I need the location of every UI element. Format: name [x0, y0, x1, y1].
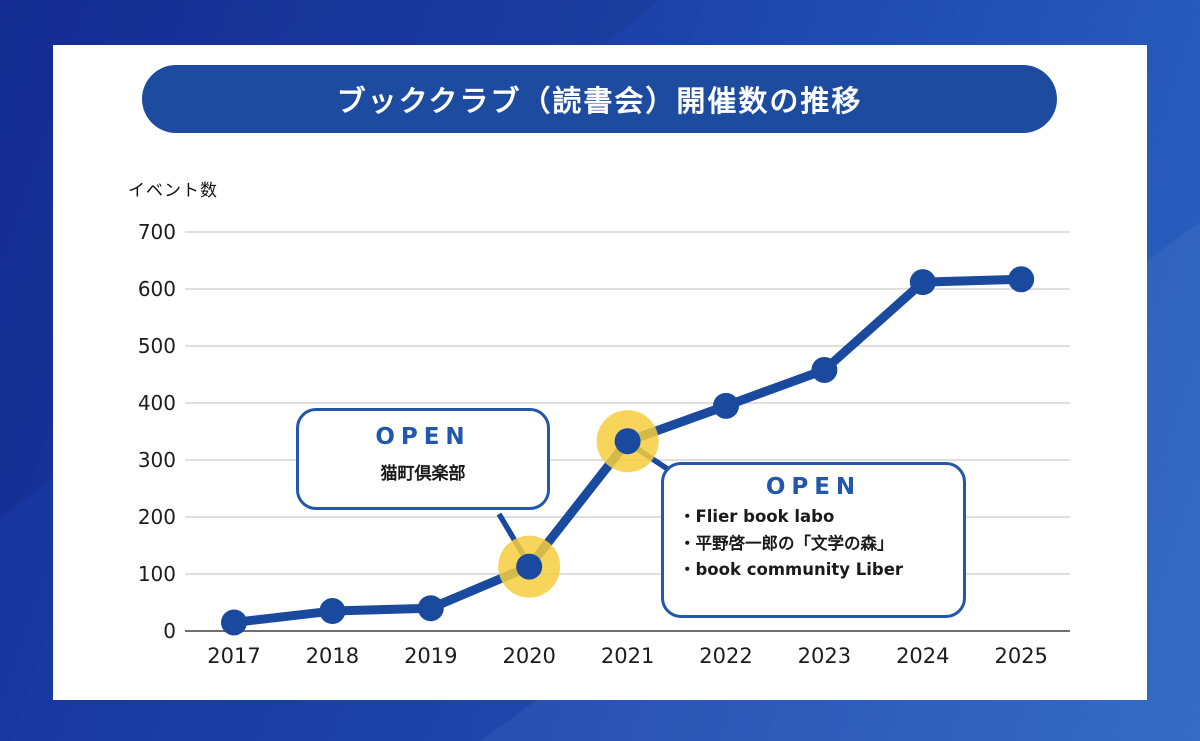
y-axis-unit-label: イベント数: [128, 181, 218, 201]
callout-nekomachi-club: OPEN 猫町倶楽部: [296, 408, 550, 510]
callout-list-item: ・book community Liber: [679, 560, 904, 580]
callout-2021-openings: OPEN ・Flier book labo ・平野啓一郎の「文学の森」 ・boo…: [661, 462, 966, 618]
callout-body-text: 猫町倶楽部: [380, 464, 466, 484]
chart-title-banner: ブッククラブ（読書会）開催数の推移: [142, 65, 1057, 133]
callout-open-heading: OPEN: [765, 474, 862, 500]
callout-list-item: ・Flier book labo: [679, 507, 835, 526]
callout-list-item: ・平野啓一郎の「文学の森」: [679, 533, 894, 553]
chart-title: ブッククラブ（読書会）開催数の推移: [336, 84, 863, 118]
content-card: ブッククラブ（読書会）開催数の推移 イベント数: [53, 45, 1147, 700]
callout-open-heading: OPEN: [375, 424, 471, 450]
